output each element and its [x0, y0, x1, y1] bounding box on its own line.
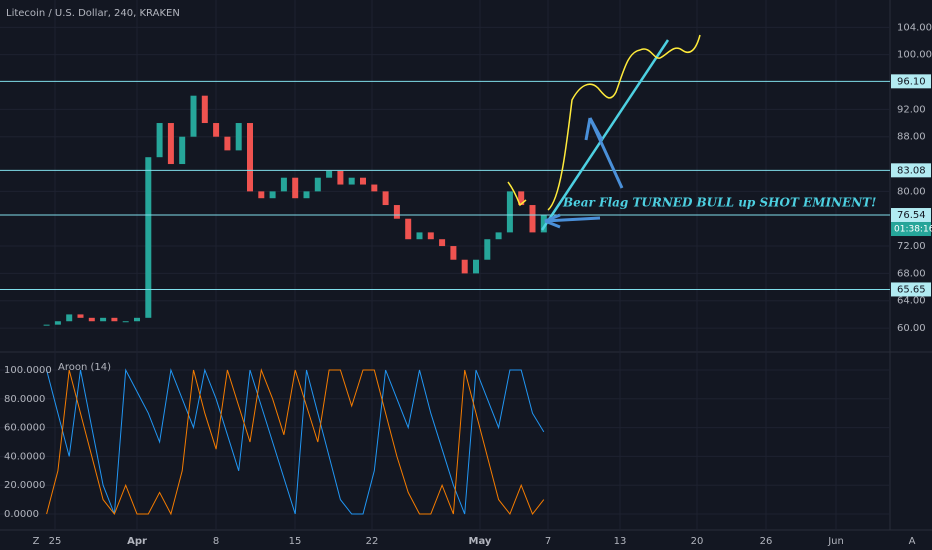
candle [337, 170, 344, 185]
candle [348, 177, 355, 185]
candle [100, 317, 107, 322]
candle [495, 232, 502, 240]
countdown: 01:38:16 [894, 225, 932, 235]
y-tick-label: 100.00 [897, 50, 932, 61]
y-tick-label: 60.0000 [4, 423, 45, 434]
candle [122, 321, 129, 323]
price-tag-bg [891, 74, 931, 89]
corner-button[interactable]: A [909, 536, 916, 547]
corner-button[interactable]: Z [33, 536, 40, 547]
candle [247, 123, 253, 192]
candle [360, 177, 366, 185]
y-tick-label: 88.00 [897, 132, 926, 143]
x-tick-label: 25 [49, 536, 62, 547]
candle [201, 95, 208, 124]
candle [427, 232, 434, 240]
candle [145, 157, 152, 318]
candle [54, 321, 61, 325]
price-tag: 76.54 [897, 210, 926, 221]
candle [269, 191, 276, 199]
x-tick-label: Apr [127, 536, 147, 547]
countdown-bg [891, 222, 931, 237]
x-tick-label: 22 [366, 536, 379, 547]
aroon-line [46, 368, 545, 516]
y-tick-label: 68.00 [897, 268, 926, 279]
candle [224, 136, 231, 151]
price-tag: 83.08 [897, 165, 926, 176]
x-tick-label: 7 [545, 536, 551, 547]
candle [439, 239, 446, 247]
projection-path [507, 181, 527, 207]
candle [88, 317, 95, 322]
projection-path [547, 34, 701, 211]
candle [540, 215, 547, 233]
grid [0, 0, 890, 530]
chart-header: Litecoin / U.S. Dollar, 240, KRAKEN [6, 8, 180, 19]
candle [393, 205, 400, 219]
candle [529, 205, 536, 233]
x-tick-label: 26 [760, 536, 773, 547]
y-tick-label: 104.00 [897, 22, 932, 33]
x-tick-label: 20 [691, 536, 704, 547]
x-tick-label: 15 [289, 536, 302, 547]
candle [292, 177, 299, 199]
candle [280, 177, 287, 192]
annotation: Bear Flag TURNED BULL up SHOT EMINENT! [562, 196, 876, 210]
x-tick-label: Jun [827, 536, 844, 547]
candle [484, 239, 491, 260]
candle [506, 191, 513, 233]
y-tick-label: 80.0000 [4, 394, 45, 405]
price-tag-bg [891, 282, 931, 297]
price-tag-bg [891, 208, 931, 223]
candle [156, 123, 163, 158]
candle [450, 246, 457, 260]
y-tick-label: 92.00 [897, 104, 926, 115]
candle [190, 95, 197, 137]
y-tick-label: 100.0000 [4, 365, 52, 376]
candle [405, 218, 412, 240]
candle [382, 191, 389, 206]
candle [314, 177, 321, 192]
candle [518, 191, 525, 206]
y-tick-label: 20.0000 [4, 480, 45, 491]
candle [134, 317, 140, 322]
x-tick-label: May [469, 536, 492, 547]
y-tick-label: 0.0000 [4, 509, 39, 520]
candle [461, 259, 468, 274]
candle [111, 317, 118, 322]
candle [43, 324, 50, 326]
price-tags: 96.10 83.08 76.54 65.65 01:38:16 [891, 74, 932, 297]
y-tick-label: 60.00 [897, 323, 926, 334]
marks [0, 80, 890, 516]
candle [371, 184, 378, 192]
price-tag: 96.10 [897, 76, 926, 87]
candle [258, 191, 265, 199]
y-tick-label: 64.00 [897, 296, 926, 307]
candle [167, 123, 174, 165]
aroon-line [46, 368, 545, 515]
candle [473, 259, 479, 274]
arrow [544, 213, 601, 229]
y-tick-label: 80.00 [897, 186, 926, 197]
candle [416, 232, 423, 240]
y-tick-label: 72.00 [897, 241, 926, 252]
candle [235, 123, 242, 151]
candle [213, 123, 220, 137]
price-tag-bg [891, 163, 931, 178]
x-tick-label: 8 [213, 536, 219, 547]
candle [77, 314, 84, 318]
candle [66, 314, 73, 322]
candle [179, 136, 186, 165]
candle [303, 191, 310, 199]
arrow [584, 117, 624, 189]
candle [326, 170, 333, 178]
y-tick-label: 40.0000 [4, 451, 45, 462]
indicator-label: Aroon (14) [58, 362, 111, 373]
price-tag: 65.65 [897, 284, 926, 295]
trend-line [540, 39, 670, 231]
x-tick-label: 13 [614, 536, 627, 547]
